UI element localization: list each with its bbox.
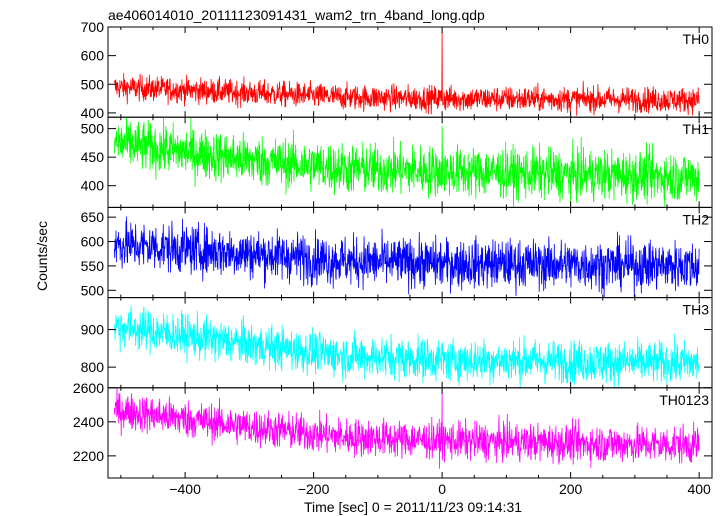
y-tick-label: 2600: [73, 380, 104, 396]
series-line-th1: [114, 117, 700, 208]
series-line-th2: [114, 216, 700, 298]
panel-th0: 400 500 600 700 TH0: [81, 19, 713, 121]
y-axis-label: Counts/sec: [34, 221, 50, 291]
panel-th0123: 2200 2400 2600 TH0123: [73, 380, 713, 479]
panel-th1: 400 450 500 TH1: [81, 116, 713, 208]
panel-frame: [107, 387, 713, 479]
panel-th3: 800 900 TH3: [81, 297, 713, 389]
panel-th2: 500 550 600 650 TH2: [81, 206, 713, 298]
y-tick-label: 600: [81, 234, 105, 250]
series-line-th0: [114, 27, 700, 116]
series-line-th3: [114, 305, 700, 388]
panel-label-th2: TH2: [683, 211, 710, 227]
panel-label-th0: TH0: [683, 31, 710, 47]
y-tick-label: 900: [81, 322, 105, 338]
x-tick-label: 0: [438, 481, 446, 497]
x-tick-label: −200: [298, 481, 330, 497]
panel-label-th1: TH1: [683, 121, 710, 137]
x-axis-label: Time [sec] 0 = 2011/11/23 09:14:31: [304, 499, 522, 515]
x-tick-label: −400: [169, 481, 201, 497]
chart-title: ae406014010_20111123091431_wam2_trn_4ban…: [108, 7, 485, 23]
panel-label-th3: TH3: [683, 302, 710, 318]
y-tick-label: 400: [81, 178, 105, 194]
y-tick-label: 450: [81, 149, 105, 165]
y-tick-label: 2200: [73, 448, 104, 464]
y-tick-label: 600: [81, 48, 105, 64]
x-tick-label: 400: [687, 481, 711, 497]
y-tick-label: 500: [81, 76, 105, 92]
y-tick-label: 500: [81, 121, 105, 137]
y-tick-label: 700: [81, 19, 105, 35]
y-tick-label: 400: [81, 105, 105, 121]
y-tick-label: 550: [81, 258, 105, 274]
y-tick-label: 500: [81, 282, 105, 298]
y-tick-label: 650: [81, 209, 105, 225]
x-tick-label: 200: [559, 481, 583, 497]
panel-label-th0123: TH0123: [659, 392, 709, 408]
y-tick-label: 800: [81, 359, 105, 375]
series-line-th0123: [114, 387, 700, 469]
y-tick-label: 2400: [73, 414, 104, 430]
